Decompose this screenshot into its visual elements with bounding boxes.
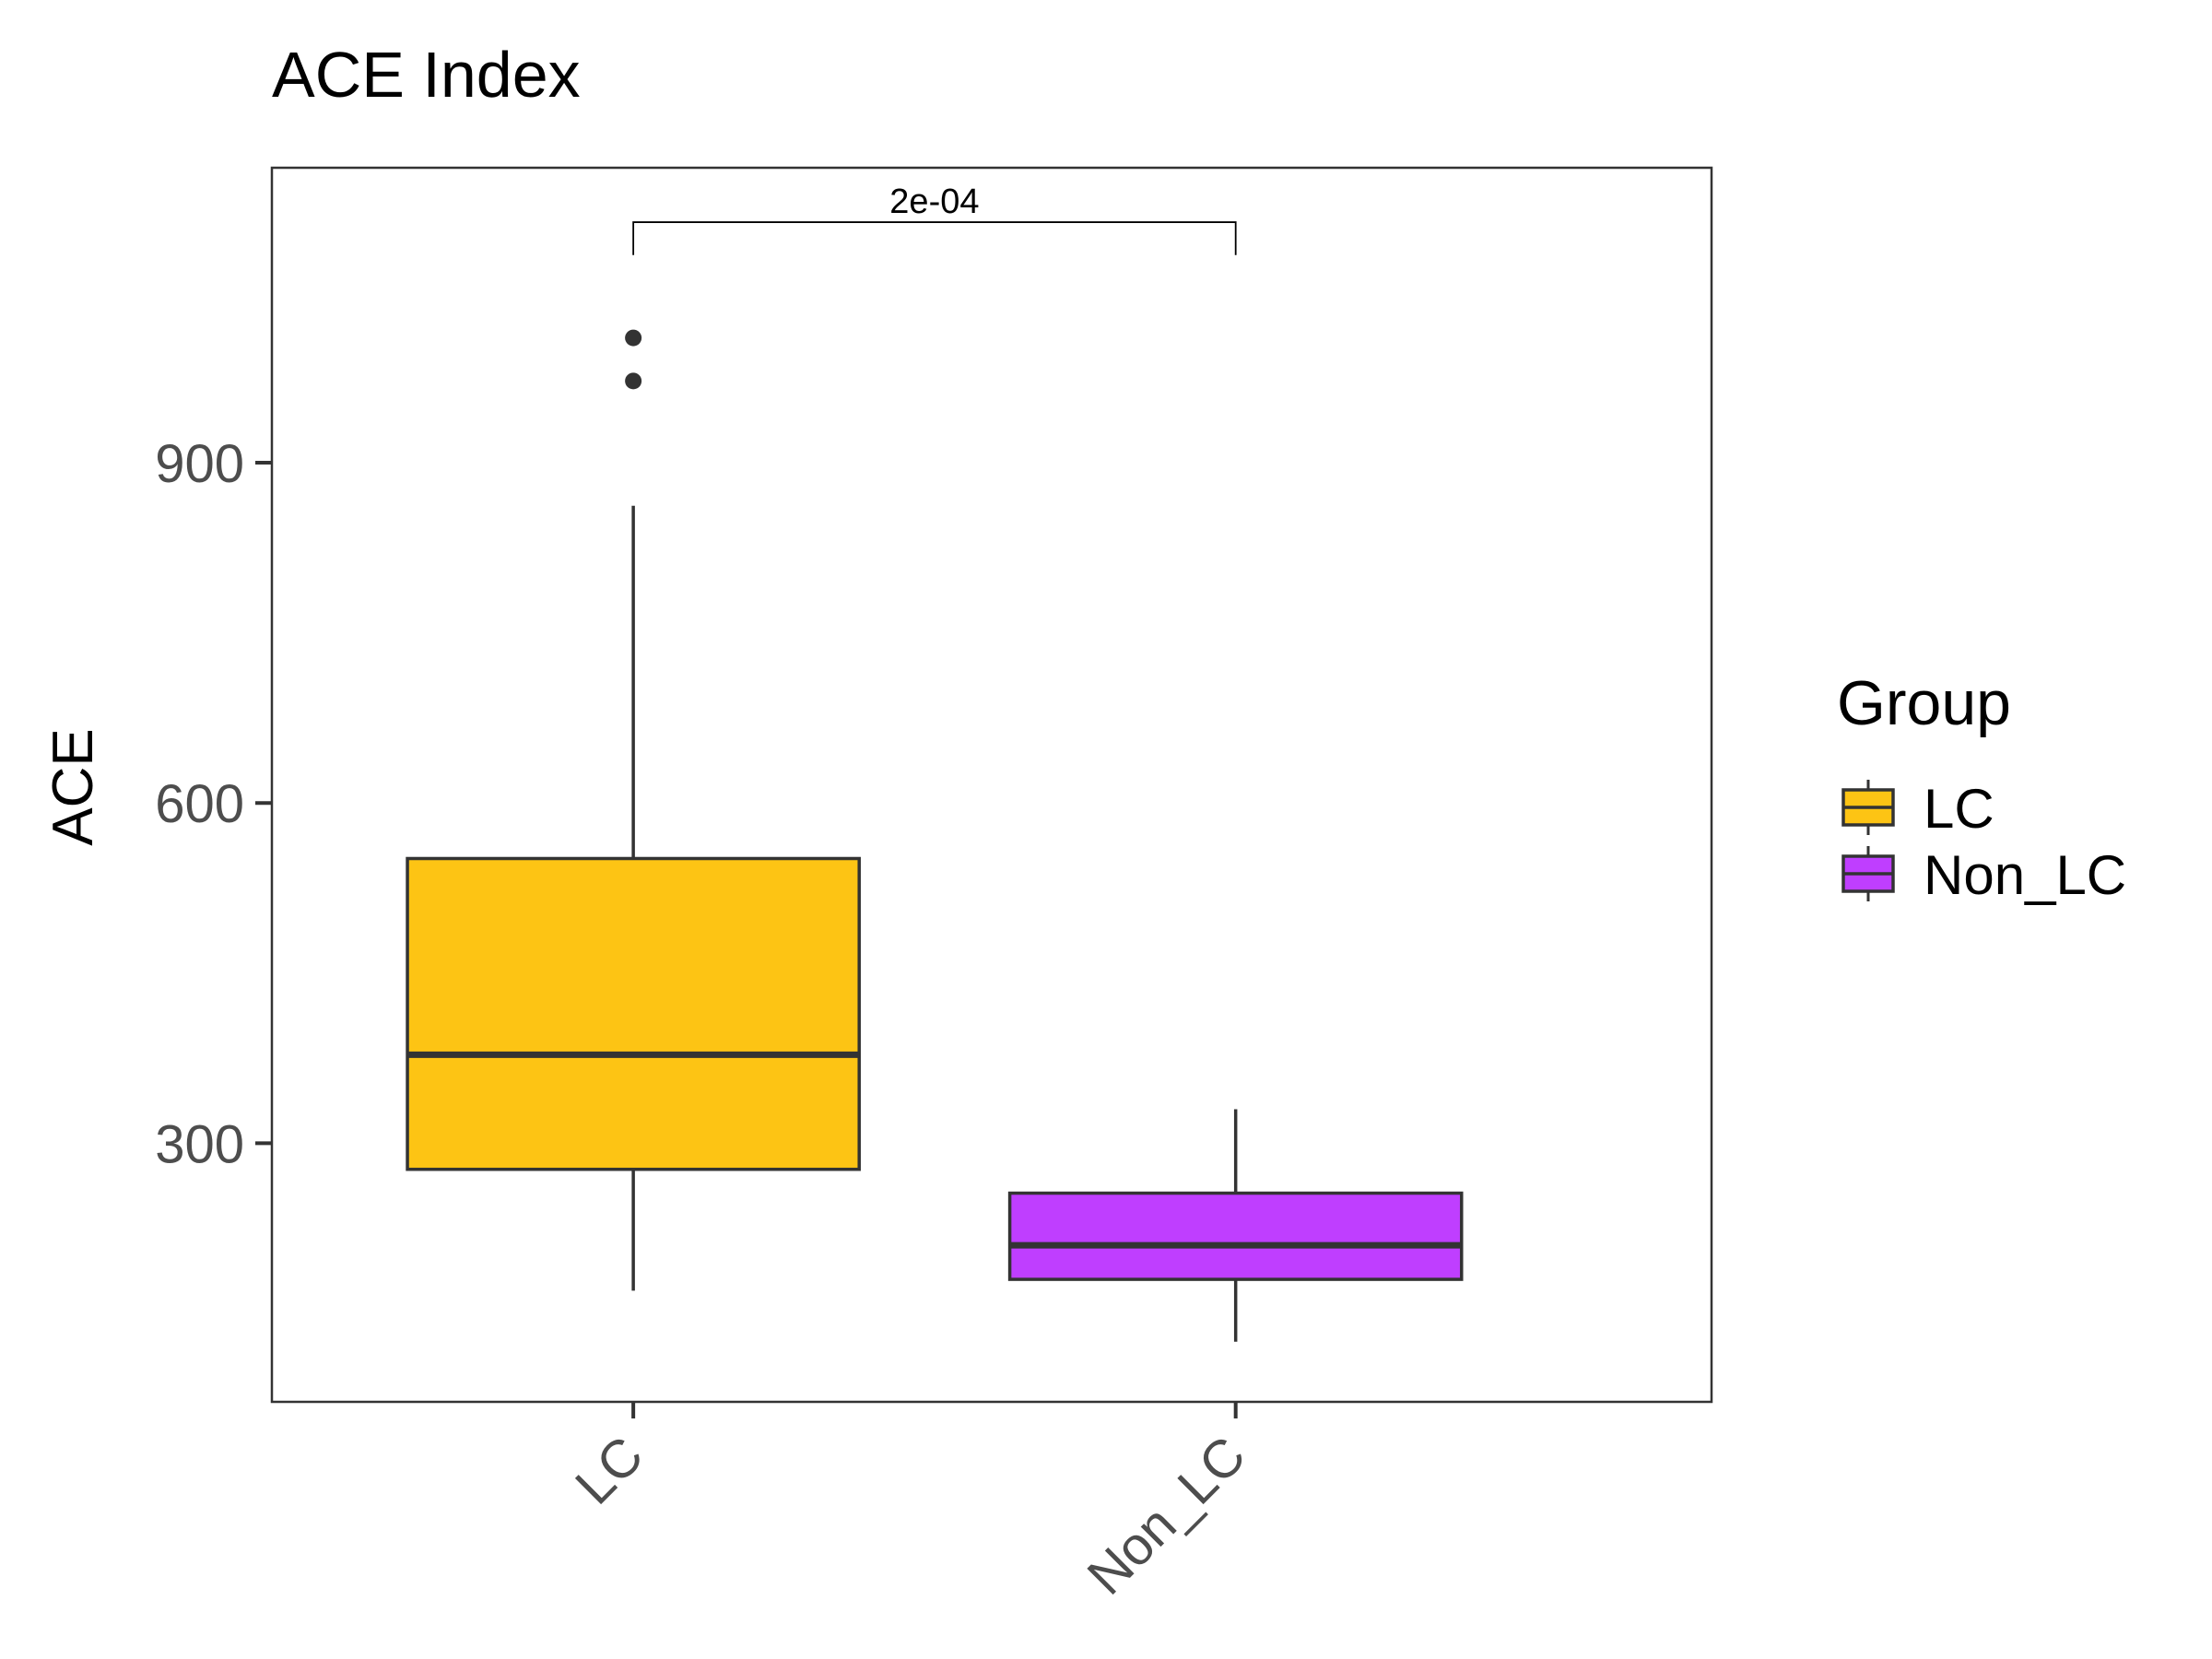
outlier-point (625, 329, 642, 347)
box-Non_LC (1007, 1109, 1464, 1342)
legend-title: Group (1837, 668, 2011, 738)
p-value-label: 2e-04 (889, 182, 979, 221)
x-tick-label: LC (564, 1425, 654, 1515)
y-tick-label: 900 (155, 434, 244, 494)
plot-panel (270, 166, 1713, 1404)
legend-label: LC (1924, 778, 1994, 840)
box-LC (406, 329, 861, 1291)
legend-label: Non_LC (1924, 844, 2126, 906)
legend-item-LC: LC (1841, 778, 1994, 840)
outlier-point (625, 372, 642, 390)
significance-bracket (632, 221, 1237, 255)
y-axis-title: ACE (41, 728, 105, 845)
y-tick-label: 300 (155, 1114, 244, 1174)
chart-title: ACE Index (272, 39, 581, 111)
x-tick-label: Non_LC (1076, 1425, 1256, 1606)
y-tick-label: 600 (155, 774, 244, 834)
box-iqr (1007, 1191, 1464, 1281)
legend-item-Non_LC: Non_LC (1841, 844, 2126, 906)
box-iqr (406, 856, 861, 1171)
